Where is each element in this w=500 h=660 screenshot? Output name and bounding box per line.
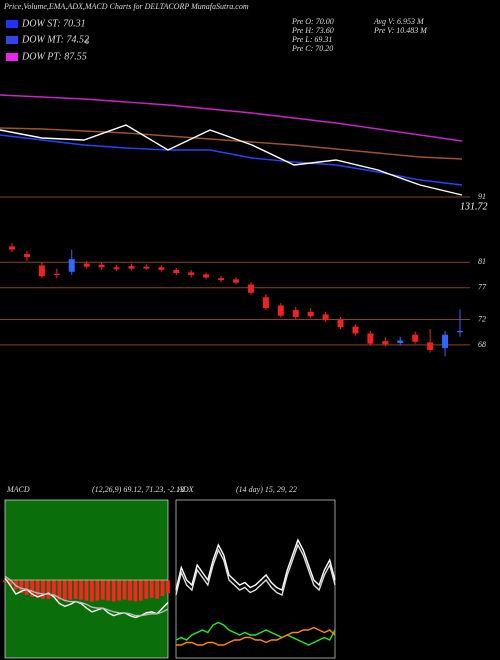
series-line bbox=[0, 94, 463, 142]
series-line bbox=[0, 127, 463, 160]
histogram-bar bbox=[19, 580, 24, 594]
y-tick-label: 68 bbox=[478, 340, 486, 349]
legend-swatch bbox=[6, 53, 18, 61]
candle-body bbox=[53, 273, 60, 275]
histogram-bar bbox=[52, 580, 56, 598]
candle-body bbox=[412, 334, 419, 342]
histogram-bar bbox=[95, 580, 100, 601]
histogram-bar bbox=[84, 580, 89, 601]
candle-body bbox=[262, 297, 269, 309]
candle-body bbox=[397, 340, 404, 344]
dow-label: DOW ST: 70.31 bbox=[21, 18, 86, 29]
series-line bbox=[175, 543, 336, 596]
histogram-bar bbox=[138, 580, 143, 601]
candle-body bbox=[9, 246, 15, 250]
info: Pre V: 10.483 M bbox=[373, 26, 428, 35]
candle-body bbox=[337, 319, 344, 328]
histogram-bar bbox=[24, 580, 29, 595]
candle-body bbox=[68, 259, 75, 272]
series-line bbox=[0, 134, 463, 186]
histogram-bar bbox=[133, 580, 138, 602]
candle-body bbox=[203, 274, 210, 278]
candle-body bbox=[158, 267, 165, 270]
histogram-bar bbox=[79, 580, 83, 600]
histogram-bar bbox=[30, 580, 35, 597]
histogram-bar bbox=[3, 580, 7, 582]
legend-swatch bbox=[6, 20, 18, 28]
series-line bbox=[175, 538, 336, 591]
histogram-bar bbox=[46, 580, 51, 599]
candle-body bbox=[38, 265, 45, 277]
histogram-bar bbox=[160, 580, 165, 596]
candle-body bbox=[173, 269, 180, 274]
candle-body bbox=[113, 267, 120, 270]
histogram-bar bbox=[100, 580, 105, 600]
panel-background bbox=[4, 499, 169, 659]
histogram-bar bbox=[41, 580, 45, 599]
histogram-bar bbox=[166, 580, 170, 594]
candle-body bbox=[442, 334, 449, 349]
candle-body bbox=[98, 264, 105, 268]
candle-body bbox=[352, 326, 359, 334]
histogram-bar bbox=[57, 580, 62, 600]
candle-body bbox=[128, 266, 135, 269]
series-line bbox=[4, 575, 169, 617]
candle-body bbox=[247, 284, 254, 293]
histogram-bar bbox=[8, 580, 13, 586]
panel-title: MACD bbox=[6, 485, 30, 494]
series-line bbox=[175, 621, 336, 646]
candle-body bbox=[143, 266, 150, 269]
panel-subtitle: (12,26,9) 69.12, 71.23, -2.13 bbox=[92, 485, 184, 494]
dow-label: DOW PT: 87.55 bbox=[21, 51, 87, 62]
histogram-bar bbox=[144, 580, 149, 599]
histogram-bar bbox=[73, 580, 78, 599]
info: Pre C: 70.20 bbox=[291, 44, 333, 53]
candle-body bbox=[218, 278, 225, 281]
histogram-bar bbox=[122, 580, 127, 600]
histogram-bar bbox=[111, 580, 116, 602]
histogram-bar bbox=[106, 580, 111, 601]
annotation: 6 bbox=[85, 37, 89, 46]
info: Pre H: 73.60 bbox=[291, 26, 334, 35]
candle-body bbox=[307, 311, 314, 317]
histogram-bar bbox=[128, 580, 132, 601]
candle-body bbox=[83, 263, 90, 267]
y-tick-label: 77 bbox=[478, 283, 487, 292]
chart-title: Price,Volume,EMA,ADX,MACD Charts for DEL… bbox=[3, 2, 249, 11]
histogram-bar bbox=[62, 580, 67, 601]
legend-swatch bbox=[6, 36, 18, 44]
y-tick-label: 91 bbox=[478, 192, 486, 201]
histogram-bar bbox=[35, 580, 40, 598]
annotation: 131.72 bbox=[460, 201, 488, 212]
histogram-bar bbox=[68, 580, 73, 600]
info: Pre L: 69.31 bbox=[291, 35, 332, 44]
info: Avg V: 6.953 M bbox=[373, 17, 425, 26]
y-tick-label: 72 bbox=[478, 314, 486, 323]
candle-body bbox=[277, 305, 284, 316]
histogram-bar bbox=[90, 580, 94, 602]
info: Pre O: 70.00 bbox=[291, 17, 334, 26]
dow-label: DOW MT: 74.52 bbox=[21, 34, 89, 45]
candle-body bbox=[382, 341, 389, 345]
candle-body bbox=[292, 309, 299, 317]
y-tick-label: 81 bbox=[478, 257, 486, 266]
candle-body bbox=[188, 272, 195, 275]
candle-body bbox=[427, 342, 434, 351]
histogram-bar bbox=[149, 580, 154, 598]
series-line bbox=[0, 124, 463, 196]
candle-body bbox=[367, 333, 374, 344]
candle-body bbox=[23, 253, 30, 258]
candle-body bbox=[457, 330, 463, 333]
panel-background bbox=[175, 499, 336, 659]
panel-title: ADX bbox=[177, 485, 195, 494]
series-line bbox=[176, 626, 336, 646]
dow-legend: DOW ST: 70.31 DOW MT: 74.52 DOW PT: 87.5… bbox=[21, 18, 89, 62]
histogram-bar bbox=[117, 580, 121, 601]
candle-body bbox=[322, 314, 329, 321]
candle-body bbox=[233, 279, 239, 283]
histogram-bar bbox=[155, 580, 159, 599]
panel-subtitle: (14 day) 15, 29, 22 bbox=[236, 485, 297, 494]
